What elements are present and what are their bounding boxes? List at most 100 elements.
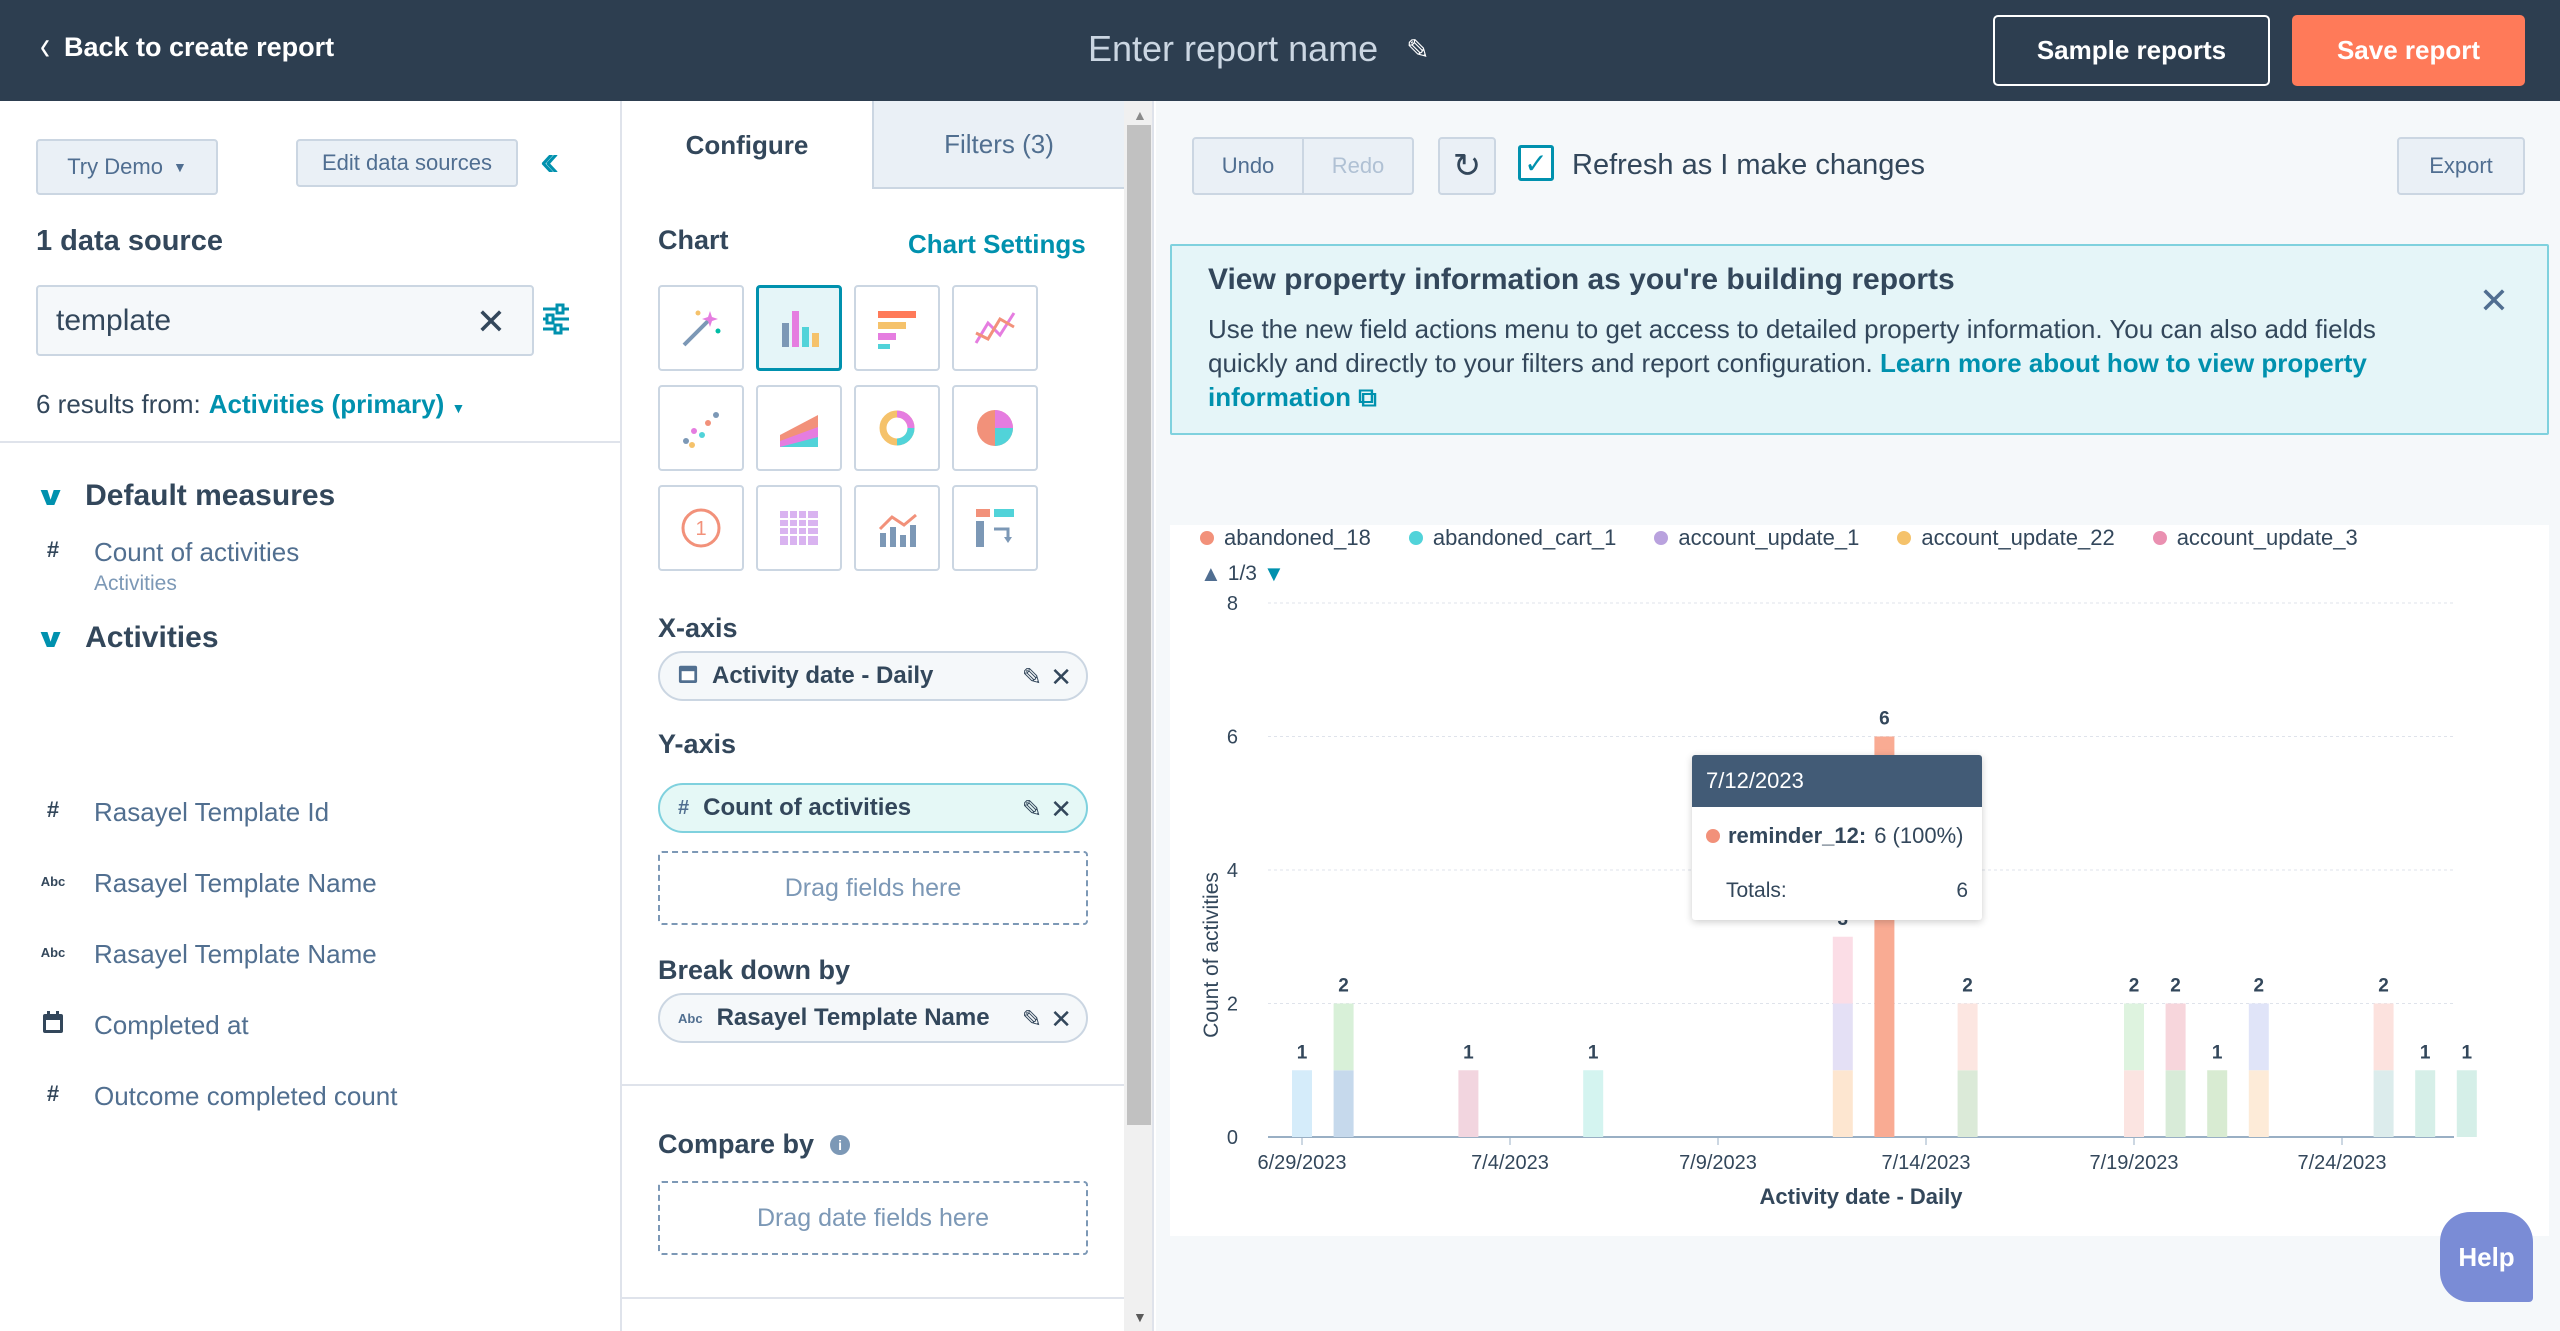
scroll-down-icon[interactable]: ▼ — [1133, 1309, 1147, 1325]
bar-data-label: 2 — [2170, 976, 2181, 997]
legend-next-icon[interactable]: ▼ — [1262, 561, 1285, 586]
chevron-down-icon: ∨ — [34, 622, 67, 653]
clear-search-icon[interactable]: ✕ — [475, 301, 506, 342]
try-demo-dropdown[interactable]: Try Demo ▼ — [36, 139, 218, 195]
line-chart-icon — [974, 312, 1016, 344]
pencil-icon[interactable]: ✎ — [1406, 33, 1430, 65]
compare-dropzone[interactable]: Drag date fields here — [658, 1181, 1088, 1255]
collapse-panel-icon[interactable]: ‹‹ — [540, 136, 560, 185]
group-default-measures[interactable]: ∨ Default measures — [35, 479, 336, 513]
legend-item[interactable]: abandoned_18 — [1200, 525, 1371, 551]
y-tick-label: 8 — [1227, 593, 1238, 615]
scrollbar-thumb[interactable] — [1127, 125, 1151, 1125]
property-label: Count of activities — [94, 537, 300, 567]
tab-configure[interactable]: Configure — [622, 101, 874, 189]
table-icon — [780, 511, 818, 545]
scroll-up-icon[interactable]: ▲ — [1133, 107, 1147, 123]
y-tick-label: 6 — [1227, 727, 1238, 749]
close-icon[interactable]: ✕ — [1050, 1004, 1072, 1034]
report-name-field[interactable]: Enter report name ✎ — [1088, 28, 1430, 70]
chart-type-area[interactable] — [756, 385, 842, 471]
number-icon: # — [46, 1081, 60, 1106]
property-completed-at[interactable]: Completed at — [40, 1010, 249, 1041]
breakdown-field-pill[interactable]: Abc Rasayel Template Name ✎ ✕ — [658, 993, 1088, 1043]
area-chart-icon — [780, 415, 818, 447]
redo-button[interactable]: Redo — [1302, 137, 1414, 195]
property-rasayel-template-name[interactable]: Abc Rasayel Template Name — [40, 868, 377, 899]
search-value: template — [56, 303, 172, 337]
banner-learn-more-link[interactable]: Learn more about how to view property in… — [1208, 348, 2367, 412]
bar-data-label: 1 — [1463, 1042, 1474, 1063]
x-tick-label: 7/14/2023 — [1882, 1152, 1971, 1174]
results-source-label: Activities (primary) — [208, 389, 445, 419]
filter-settings-icon[interactable] — [541, 301, 571, 337]
chart-type-donut[interactable] — [854, 385, 940, 471]
pie-chart-icon — [977, 410, 1013, 446]
pencil-icon[interactable]: ✎ — [1021, 664, 1042, 691]
pencil-icon[interactable]: ✎ — [1021, 1006, 1042, 1033]
legend-item[interactable]: account_update_1 — [1654, 525, 1859, 551]
xaxis-value: Activity date - Daily — [712, 662, 934, 689]
legend-prev-icon[interactable]: ▲ — [1200, 561, 1222, 586]
tab-filters[interactable]: Filters (3) — [874, 101, 1124, 189]
legend-label: abandoned_18 — [1224, 525, 1371, 550]
chart-type-horizontal-bar[interactable] — [854, 285, 940, 371]
report-name-placeholder[interactable]: Enter report name — [1088, 28, 1379, 69]
close-icon[interactable]: ✕ — [1050, 794, 1072, 824]
chart-type-line[interactable] — [952, 285, 1038, 371]
chart-settings-link[interactable]: Chart Settings — [908, 229, 1086, 259]
divider — [622, 1084, 1124, 1086]
vertical-bar-chart-icon — [782, 311, 819, 347]
property-outcome-completed-count[interactable]: # Outcome completed count — [40, 1081, 398, 1112]
property-count-of-activities[interactable]: # Count of activities Activities — [40, 537, 299, 596]
undo-button[interactable]: Undo — [1192, 137, 1304, 195]
svg-text:1: 1 — [695, 518, 706, 540]
sample-reports-button[interactable]: Sample reports — [1993, 15, 2270, 86]
edit-data-sources-button[interactable]: Edit data sources — [296, 139, 518, 187]
tooltip-row: reminder_12: 6 (100%) — [1706, 823, 1963, 849]
pencil-icon[interactable]: ✎ — [1021, 796, 1042, 823]
chart-type-kpi[interactable]: 1 — [658, 485, 744, 571]
legend-item[interactable]: abandoned_cart_1 — [1408, 525, 1616, 551]
chart-type-pie[interactable] — [952, 385, 1038, 471]
bar-segment — [1832, 1070, 1853, 1137]
legend-item[interactable]: account_update_3 — [2152, 525, 2358, 551]
xaxis-field-pill[interactable]: Activity date - Daily ✎ ✕ — [658, 651, 1088, 701]
property-rasayel-template-name-2[interactable]: Abc Rasayel Template Name — [40, 939, 377, 970]
calendar-icon — [40, 1010, 66, 1040]
property-rasayel-template-id[interactable]: # Rasayel Template Id — [40, 797, 329, 828]
property-label: Rasayel Template Name — [94, 939, 377, 969]
help-button[interactable]: Help — [2440, 1212, 2533, 1302]
chart-type-magic-wand[interactable] — [658, 285, 744, 371]
configure-scrollbar[interactable]: ▲ ▼ — [1124, 101, 1154, 1331]
bar-segment — [2248, 1070, 2269, 1137]
close-icon[interactable]: ✕ — [2478, 280, 2509, 321]
chart-type-scatter[interactable] — [658, 385, 744, 471]
close-icon[interactable]: ✕ — [1050, 662, 1072, 692]
number-icon: # — [46, 797, 60, 822]
chart-type-combination[interactable] — [854, 485, 940, 571]
calendar-icon — [678, 662, 698, 690]
x-tick-label: 7/9/2023 — [1679, 1152, 1757, 1174]
property-search-input[interactable]: template ✕ — [36, 285, 534, 356]
chart-tooltip: 7/12/2023 reminder_12: 6 (100%) Totals: … — [1692, 755, 1982, 920]
results-source-dropdown[interactable]: Activities (primary) ▼ — [209, 389, 466, 419]
property-label: Completed at — [94, 1010, 249, 1040]
yaxis-field-pill[interactable]: # Count of activities ✎ ✕ — [658, 783, 1088, 833]
refresh-icon[interactable]: ↻ — [1438, 137, 1496, 195]
back-to-create-report-link[interactable]: ‹ Back to create report — [40, 23, 334, 69]
export-button[interactable]: Export — [2397, 137, 2525, 195]
y-tick-label: 2 — [1227, 994, 1238, 1016]
group-activities[interactable]: ∨ Activities — [35, 621, 219, 655]
bar-segment — [2373, 1070, 2394, 1137]
save-report-button[interactable]: Save report — [2292, 15, 2525, 86]
chart-type-vertical-bar[interactable] — [756, 285, 842, 371]
chart-type-pivot-table[interactable] — [756, 485, 842, 571]
refresh-checkbox[interactable]: ✓ — [1518, 145, 1554, 181]
legend-item[interactable]: account_update_22 — [1897, 525, 2115, 551]
chart-type-pivot[interactable] — [952, 485, 1038, 571]
yaxis-dropzone[interactable]: Drag fields here — [658, 851, 1088, 925]
info-icon[interactable]: i — [830, 1134, 851, 1155]
chevron-down-icon: ∨ — [34, 480, 67, 511]
chart-legend: abandoned_18 abandoned_cart_1 account_upda… — [1200, 525, 2358, 551]
